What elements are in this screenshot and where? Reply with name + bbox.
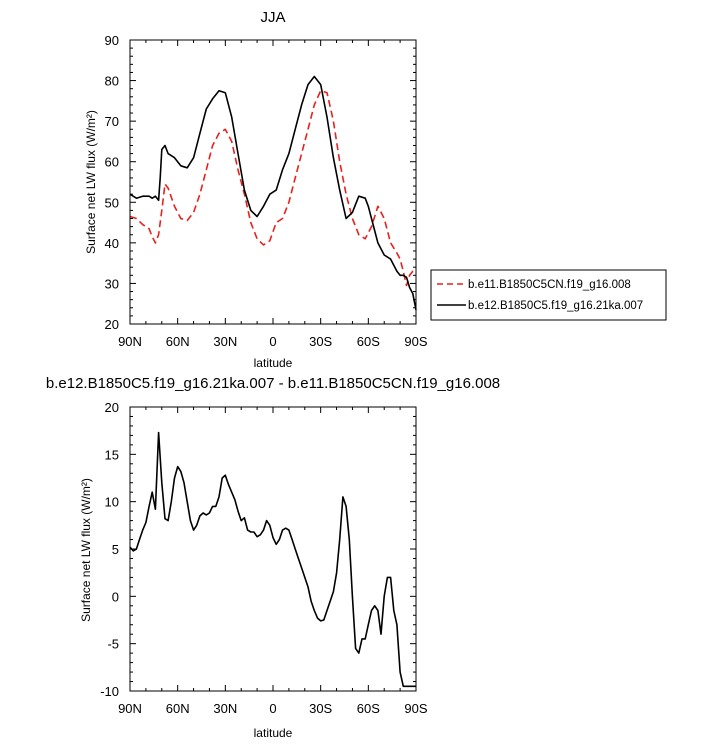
bottom-y-tick-label: -10: [100, 684, 119, 699]
bottom-panel-xlabel: latitude: [254, 726, 293, 740]
bottom-y-tick-label: 15: [105, 447, 119, 462]
bottom-panel: b.e12.B1850C5.f19_g16.21ka.007 - b.e11.B…: [46, 375, 500, 740]
top-x-tick-label: 90S: [404, 334, 427, 349]
top-panel-title: JJA: [260, 9, 285, 26]
legend-label-e12: b.e12.B1850C5.f19_g16.21ka.007: [468, 300, 643, 312]
top-y-tick-label: 30: [105, 276, 119, 291]
top-y-tick-label: 20: [105, 317, 119, 332]
bottom-x-tick-label: 30N: [213, 701, 237, 716]
legend-box: [430, 269, 667, 321]
bottom-y-tick-label: -5: [107, 637, 119, 652]
bottom-series-0-line: [129, 431, 416, 688]
bottom-x-tick-label: 0: [269, 701, 276, 716]
top-x-tick-label: 60N: [166, 334, 190, 349]
bottom-y-tick-label: 5: [112, 542, 119, 557]
top-series-1-line: [129, 75, 417, 310]
top-panel-xlabel: latitude: [254, 356, 293, 370]
top-panel-ylabel: Surface net LW flux (W/m²): [84, 110, 98, 254]
legend-label-e11: b.e11.B1850C5CN.f19_g16.008: [468, 279, 631, 291]
top-y-tick-label: 60: [105, 155, 119, 170]
top-series-0-line: [129, 89, 416, 287]
legend: b.e11.B1850C5CN.f19_g16.008 b.e12.B1850C…: [430, 269, 667, 321]
top-y-tick-label: 40: [105, 236, 119, 251]
top-y-tick-label: 80: [105, 74, 119, 89]
bottom-x-tick-label: 60N: [166, 701, 190, 716]
bottom-plot-frame: [129, 406, 417, 692]
top-x-tick-label: 30N: [213, 334, 237, 349]
top-panel: JJA latitude Surface net LW flux (W/m²) …: [84, 9, 428, 370]
bottom-y-tick-label: 10: [105, 495, 119, 510]
top-y-tick-label: 70: [105, 114, 119, 129]
top-x-tick-label: 0: [269, 334, 276, 349]
top-x-tick-label: 30S: [309, 334, 332, 349]
bottom-y-tick-label: 0: [112, 589, 119, 604]
bottom-y-tick-label: 20: [105, 400, 119, 415]
bottom-panel-title: b.e12.B1850C5.f19_g16.21ka.007 - b.e11.B…: [46, 375, 500, 392]
bottom-x-tick-label: 90S: [404, 701, 427, 716]
bottom-x-tick-label: 90N: [118, 701, 142, 716]
top-x-tick-label: 90N: [118, 334, 142, 349]
bottom-x-tick-label: 60S: [357, 701, 380, 716]
top-y-tick-label: 50: [105, 195, 119, 210]
bottom-panel-ylabel: Surface net LW flux (W/m²): [79, 478, 93, 622]
top-y-tick-label: 90: [105, 33, 119, 48]
top-x-tick-label: 60S: [357, 334, 380, 349]
top-plot-frame: [129, 39, 417, 325]
bottom-x-tick-label: 30S: [309, 701, 332, 716]
